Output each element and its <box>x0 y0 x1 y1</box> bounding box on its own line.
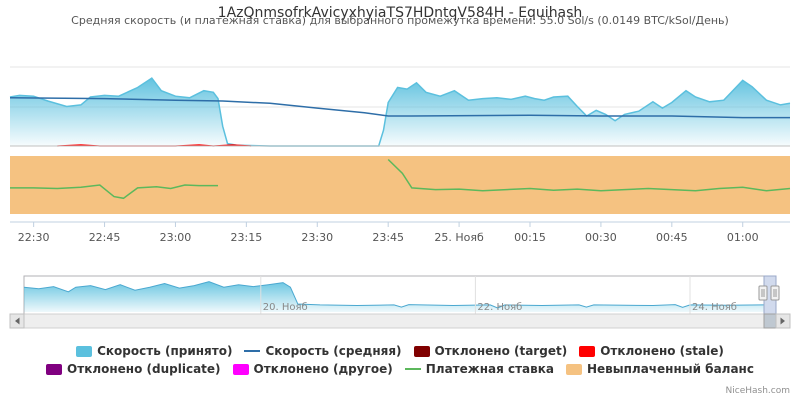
legend-item[interactable]: Скорость (средняя) <box>244 344 402 358</box>
navigator-handle-right[interactable] <box>770 285 780 301</box>
legend-item[interactable]: Отклонено (duplicate) <box>46 362 221 376</box>
navigator-series-line <box>23 281 765 309</box>
x-tick-label: 23:45 <box>372 231 404 244</box>
series-accepted-line <box>9 77 791 147</box>
legend-label: Отклонено (другое) <box>253 362 393 376</box>
credits-link[interactable]: NiceHash.com <box>725 386 790 396</box>
legend-swatch <box>244 350 261 352</box>
x-tick-label: 23:15 <box>231 231 263 244</box>
series-balance-area <box>10 156 790 214</box>
navigator-tick-label: 24. Нояб <box>692 302 737 313</box>
legend-swatch <box>232 363 249 375</box>
navigator-tick-label: 22. Нояб <box>477 302 522 313</box>
series-average-line <box>9 97 790 119</box>
legend-swatch <box>76 345 93 357</box>
x-tick-label: 01:00 <box>727 231 759 244</box>
legend-swatch <box>46 363 63 375</box>
x-tick-label: 00:30 <box>585 231 617 244</box>
legend-swatch <box>413 345 430 357</box>
navigator-series-area <box>24 281 764 312</box>
legend: Скорость (принято) Скорость (средняя) Откл… <box>0 344 800 380</box>
legend-label: Отклонено (stale) <box>600 344 724 358</box>
legend-item[interactable]: Платежная ставка <box>404 362 554 376</box>
series-payrate-line <box>10 158 791 200</box>
x-tick-label: 23:00 <box>160 231 192 244</box>
legend-swatch <box>579 345 596 357</box>
x-tick-label: 23:30 <box>301 231 333 244</box>
chart-subtitle: Средняя скорость (и платежная ставка) дл… <box>71 14 729 27</box>
x-tick-label: 22:45 <box>89 231 121 244</box>
x-tick-label: 22:30 <box>18 231 50 244</box>
legend-swatch <box>565 363 582 375</box>
x-tick-label: 25. Нояб <box>434 231 484 244</box>
legend-item[interactable]: Отклонено (stale) <box>579 344 724 358</box>
x-tick-label: 00:45 <box>656 231 688 244</box>
legend-item[interactable]: Невыплаченный баланс <box>565 362 754 376</box>
legend-label: Платежная ставка <box>425 362 554 376</box>
scroll-right-arrow-icon <box>780 317 785 325</box>
scrollbar-thumb[interactable] <box>763 313 777 329</box>
scrollbar-track[interactable] <box>9 313 791 329</box>
navigator-tick-label: 20. Нояб <box>263 302 308 313</box>
legend-label: Невыплаченный баланс <box>586 362 754 376</box>
series-accepted-area <box>10 78 790 146</box>
chart-title: 1AzQnmsofrkAvicyxhyiaTS7HDntqV584H - Equ… <box>217 5 583 21</box>
legend-label: Отклонено (target) <box>434 344 568 358</box>
legend-item[interactable]: Отклонено (другое) <box>232 362 393 376</box>
legend-item[interactable]: Скорость (принято) <box>76 344 232 358</box>
x-tick-label: 00:15 <box>514 231 546 244</box>
legend-label: Скорость (принято) <box>97 344 233 358</box>
legend-swatch <box>404 368 421 370</box>
series-rejected-stale-line <box>57 144 252 147</box>
scroll-left-arrow-icon <box>15 317 20 325</box>
legend-label: Отклонено (duplicate) <box>67 362 221 376</box>
chart-svg: 22:30 22:45 23:00 23:15 23:30 23:45 25. Нояб 00… <box>9 66 791 329</box>
legend-item[interactable]: Отклонено (target) <box>413 344 568 358</box>
legend-label: Скорость (средняя) <box>265 344 402 358</box>
navigator-handle-left[interactable] <box>758 285 768 301</box>
